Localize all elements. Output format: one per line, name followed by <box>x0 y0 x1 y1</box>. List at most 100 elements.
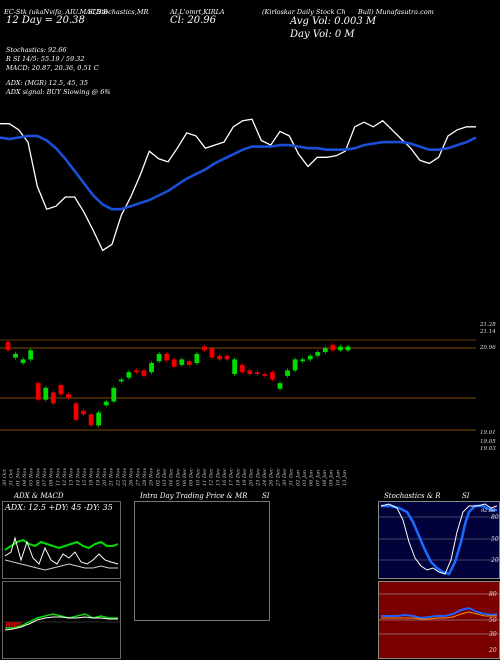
candle <box>156 353 162 362</box>
adx-stat: ADX: (MGR) 12.5, 45, 35 <box>6 79 88 87</box>
date-label: 27 Dec <box>275 468 281 487</box>
candle <box>35 383 41 400</box>
date-label: 17 Dec <box>229 468 235 486</box>
candle <box>254 372 260 375</box>
ma-value: 12 Day = 20.38 <box>6 15 85 26</box>
rsi-stat: R SI 14/5: 55.19 / 59.32 <box>6 55 85 63</box>
candle <box>307 355 313 360</box>
candle <box>270 372 275 380</box>
date-label: 09 Jan <box>329 470 335 486</box>
candle <box>5 342 11 351</box>
date-label: 25 Nov <box>122 468 128 487</box>
candle <box>58 385 64 395</box>
candle <box>338 346 343 351</box>
candle <box>262 374 268 376</box>
price-label: 20.96 <box>479 345 496 351</box>
candle <box>186 361 192 365</box>
avg-vol: Avg Vol: 0.003 M <box>290 16 377 27</box>
candle <box>164 353 170 361</box>
macd-signal-line <box>4 616 118 631</box>
candle <box>103 401 109 406</box>
adx-minus-line <box>4 536 119 565</box>
candle <box>149 363 154 373</box>
date-label: 26 Nov <box>129 468 135 487</box>
date-label: 09 Dec <box>189 468 195 486</box>
date-label: 20 Nov <box>102 468 108 487</box>
date-label: 07 Jan <box>315 470 321 486</box>
ma-line <box>0 134 477 211</box>
date-label: 13 Dec <box>215 468 221 486</box>
date-label: 06 Nov <box>35 468 41 486</box>
date-label: 19 Nov <box>95 468 101 486</box>
candle <box>285 370 290 376</box>
adx-lines <box>4 536 119 571</box>
macd-hist-bar <box>17 622 19 628</box>
intraday-panel <box>134 501 270 621</box>
rsi-signal-line <box>381 611 497 620</box>
date-label: 30 Oct <box>2 468 8 486</box>
day-vol: Day Vol: 0 M <box>290 29 355 40</box>
candle <box>141 370 147 376</box>
rsi-level-20: 20 <box>488 647 497 654</box>
macd-stat: MACD: 20.87, 20.36, 0.51 C <box>6 64 99 72</box>
stoch-level-80: 80 <box>491 514 499 521</box>
header-line: EC-Stk (ukaNvifa, AIU.MACD.B <box>4 8 108 16</box>
price-line <box>0 118 476 252</box>
rsi-line <box>381 606 498 620</box>
date-label: 05 Nov <box>29 468 35 486</box>
stoch-level-20: 20 <box>490 557 499 564</box>
candle <box>96 412 102 426</box>
date-label: 11 Nov <box>55 468 61 486</box>
date-label: 01 Nov <box>15 468 21 486</box>
candle <box>209 348 215 358</box>
header-part-1: EC-Stk (ukaNvifa, AIU.MACD.B <box>4 8 108 16</box>
date-label: 21 Nov <box>109 468 115 487</box>
date-label: 31 Dec <box>289 468 295 486</box>
rsi-panel: 80 50 30 20 <box>378 581 500 659</box>
header-part-2: SI,Stochastics,MR <box>88 8 149 16</box>
date-label: 26 Dec <box>269 468 275 487</box>
date-label: 12 Nov <box>62 468 68 486</box>
macd-hist-bar <box>9 622 11 628</box>
header-part-4: (Kirloskar Daily Stock Ch <box>262 8 346 16</box>
date-label: 18 Dec <box>235 468 241 486</box>
macd-hist-bar <box>6 622 7 628</box>
date-label: 24 Dec <box>262 468 268 487</box>
stoch-d-line <box>380 503 498 575</box>
macd-hist-bar <box>7 622 9 628</box>
date-label: 31 Oct <box>9 468 15 486</box>
date-label: 08 Nov <box>49 468 55 486</box>
date-label: 27 Nov <box>135 468 141 487</box>
candle <box>300 359 306 362</box>
candle <box>126 372 132 378</box>
candle <box>20 359 26 364</box>
price-label: 21.28 <box>479 322 496 328</box>
macd-panel <box>2 581 121 659</box>
intraday-panel-title: Intra Day Trading Price & MR <box>140 492 248 500</box>
date-label: 28 Nov <box>142 468 148 487</box>
date-label: 23 Dec <box>255 468 261 487</box>
candle <box>179 359 185 365</box>
date-label: 29 Nov <box>149 468 155 487</box>
macd-hist-bar <box>14 622 15 628</box>
macd-line <box>5 613 118 629</box>
price-label: 21.14 <box>479 329 496 335</box>
close-label: Cl: 20.96 <box>170 15 217 26</box>
candle <box>224 355 230 360</box>
candle <box>202 346 207 351</box>
adx-plus-line <box>4 538 119 551</box>
rsi-lines: 80 50 30 20 <box>379 591 499 654</box>
stoch-k-line <box>381 504 497 576</box>
candle <box>239 364 245 373</box>
candle <box>66 394 71 398</box>
adx-readout: ADX: 12.5 +DY: 45 -DY: 35 <box>5 503 113 512</box>
macd-hist-bar <box>10 622 12 628</box>
date-label: 02 Dec <box>155 468 161 486</box>
candle <box>277 383 283 389</box>
candle <box>322 348 328 353</box>
candle <box>232 359 238 375</box>
candle <box>330 344 336 351</box>
date-label: 10 Dec <box>195 468 201 486</box>
stoch-current-value: 92.66 <box>481 508 496 514</box>
